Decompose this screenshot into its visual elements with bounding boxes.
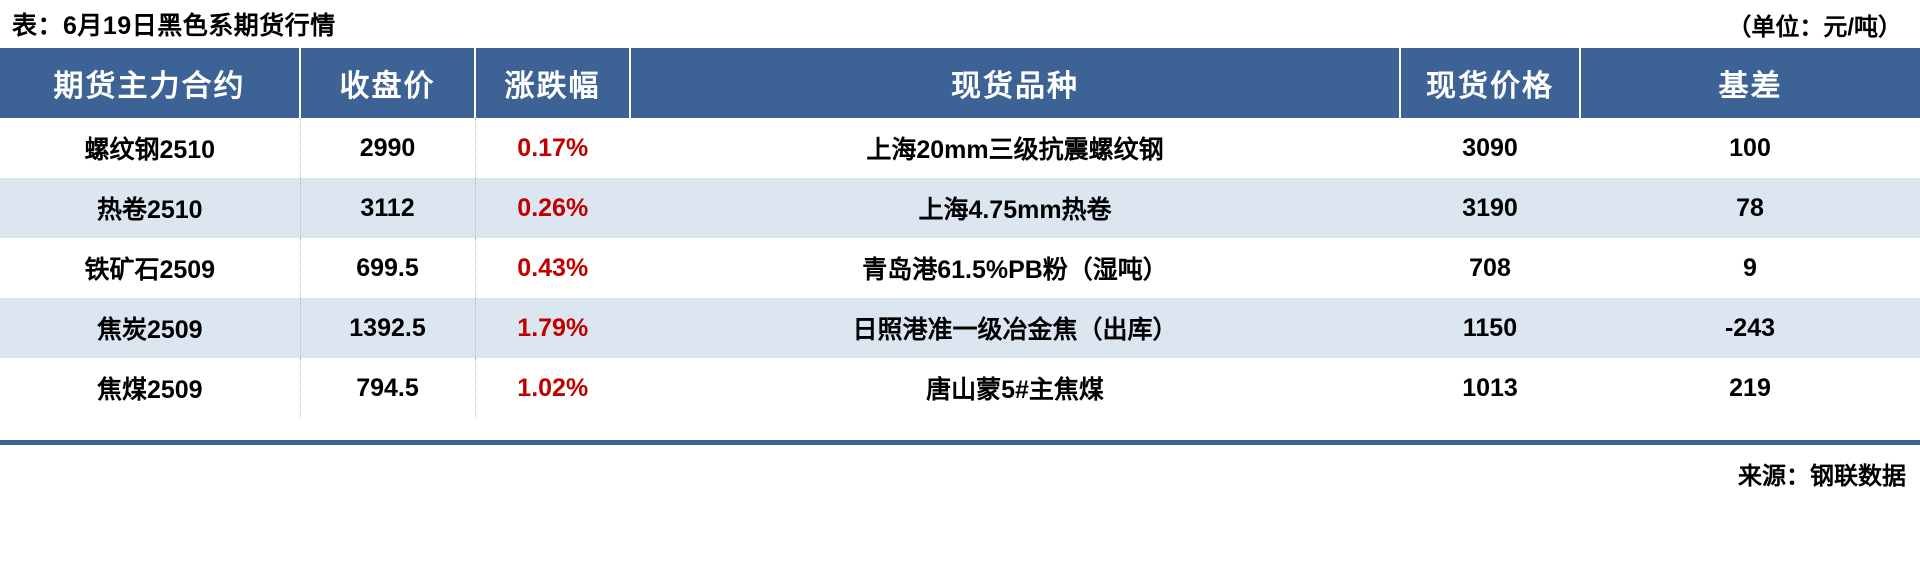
cell-change: 1.79% [517,313,589,342]
cell-basis: -243 [1724,313,1776,342]
cell-close: 2990 [300,118,476,178]
table-body: 螺纹钢2510 2990 0.17% 上海20mm三级抗震螺纹钢 3090 10… [0,118,1920,418]
header-row: 期货主力合约 收盘价 涨跌幅 现货品种 现货价格 基差 [0,48,1920,118]
futures-table: 期货主力合约 收盘价 涨跌幅 现货品种 现货价格 基差 螺纹钢2510 2990… [0,48,1920,418]
cell-change: 0.43% [517,253,589,282]
cell-spot: 唐山蒙5#主焦煤 [926,376,1104,404]
column-header-basis: 基差 [1718,70,1783,103]
cell-close: 3112 [300,178,476,238]
cell-contract: 焦炭2509 [0,298,301,358]
table-row: 焦炭2509 1392.5 1.79% 日照港准一级冶金焦（出库） 1150 -… [0,298,1920,358]
cell-spot-price: 3090 [1462,133,1518,162]
table-row: 螺纹钢2510 2990 0.17% 上海20mm三级抗震螺纹钢 3090 10… [0,118,1920,178]
cell-spot: 上海4.75mm热卷 [918,196,1112,224]
table-row: 焦煤2509 794.5 1.02% 唐山蒙5#主焦煤 1013 219 [0,358,1920,418]
cell-close: 1392.5 [300,298,476,358]
cell-spot: 上海20mm三级抗震螺纹钢 [866,136,1164,164]
cell-close: 699.5 [300,238,476,298]
column-header-close: 收盘价 [300,48,476,118]
cell-basis: 219 [1729,373,1771,402]
cell-spot-price: 1013 [1462,373,1518,402]
cell-spot-price: 3190 [1462,193,1518,222]
cell-contract: 螺纹钢2510 [0,118,301,178]
footer-row: 来源：钢联数据 [0,445,1920,501]
cell-basis: 9 [1743,253,1757,282]
column-header-spot: 现货品种 [630,48,1401,118]
cell-basis: 78 [1736,193,1764,222]
caption-row: 表：6月19日黑色系期货行情 （单位：元/吨） [0,0,1920,48]
cell-spot-price: 1150 [1462,313,1518,342]
cell-contract: 铁矿石2509 [0,238,301,298]
page-title: 表：6月19日黑色系期货行情 [12,12,336,40]
column-header-change: 涨跌幅 [475,48,631,118]
cell-spot-price: 708 [1469,253,1511,282]
cell-change: 1.02% [517,373,589,402]
cell-change: 0.26% [517,193,589,222]
column-header-contract: 期货主力合约 [0,48,301,118]
unit-label: （单位：元/吨） [1727,13,1902,41]
source-label: 来源：钢联数据 [1738,462,1906,490]
cell-contract: 热卷2510 [0,178,301,238]
cell-change: 0.17% [517,133,589,162]
table-row: 热卷2510 3112 0.26% 上海4.75mm热卷 3190 78 [0,178,1920,238]
cell-basis: 100 [1729,133,1771,162]
cell-contract: 焦煤2509 [0,358,301,418]
table-row: 铁矿石2509 699.5 0.43% 青岛港61.5%PB粉（湿吨） 708 … [0,238,1920,298]
table-header: 期货主力合约 收盘价 涨跌幅 现货品种 现货价格 基差 [0,48,1920,118]
cell-spot: 青岛港61.5%PB粉（湿吨） [862,256,1168,284]
cell-spot: 日照港准一级冶金焦（出库） [852,316,1178,344]
footer-divider [0,440,1920,445]
column-header-spot-price: 现货价格 [1400,48,1581,118]
cell-close: 794.5 [300,358,476,418]
